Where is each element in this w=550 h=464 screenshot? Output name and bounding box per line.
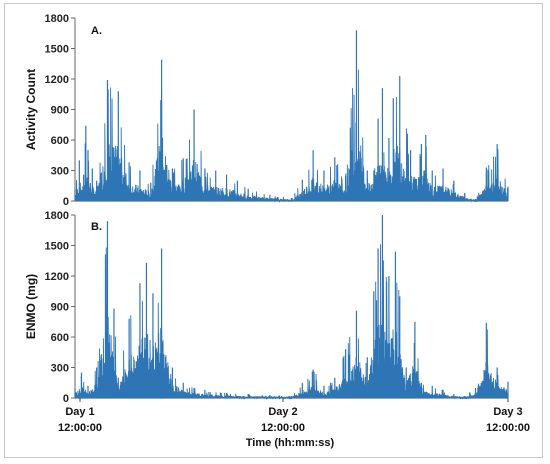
y-tick-label: 1500 — [45, 44, 69, 56]
x-tick-time: 12:00:00 — [261, 422, 305, 434]
y-tick-label: 600 — [51, 135, 69, 147]
y-tick-label: 300 — [51, 166, 69, 178]
x-axis-label: Time (hh:mm:ss) — [246, 437, 335, 449]
y-tick-label: 300 — [51, 363, 69, 375]
y-tick-label: 0 — [63, 393, 69, 405]
y-tick-label: 600 — [51, 332, 69, 344]
y-tick-label: 1800 — [45, 210, 69, 222]
y-tick-label: 1200 — [45, 74, 69, 86]
panel-b: 0 300 600 900 1200 1500 1800 ENMO (mg) B. — [24, 210, 509, 405]
y-tick-label: 1800 — [45, 13, 69, 25]
figure-frame — [4, 3, 543, 458]
y-axis-label: Activity Count — [24, 69, 38, 150]
y-tick-label: 900 — [51, 105, 69, 117]
x-tick-time: 12:00:00 — [58, 422, 102, 434]
x-tick-day: Day 1 — [65, 406, 94, 418]
y-tick-label: 900 — [51, 302, 69, 314]
x-axis: Day 1 12:00:00 Day 2 12:00:00 Day 3 12:00:00 T… — [58, 398, 530, 449]
panel-label: B. — [91, 221, 102, 233]
x-tick-time: 12:00:00 — [486, 422, 530, 434]
panel-a: 0 300 600 900 1200 1500 1800 Activity Count A. — [24, 13, 509, 208]
panel-label: A. — [91, 25, 102, 37]
y-tick-label: 1200 — [45, 271, 69, 283]
x-tick-day: Day 2 — [268, 406, 297, 418]
x-tick-day: Day 3 — [493, 406, 522, 418]
y-tick-label: 1500 — [45, 241, 69, 253]
y-axis-label: ENMO (mg) — [24, 274, 38, 339]
y-tick-label: 0 — [63, 196, 69, 208]
